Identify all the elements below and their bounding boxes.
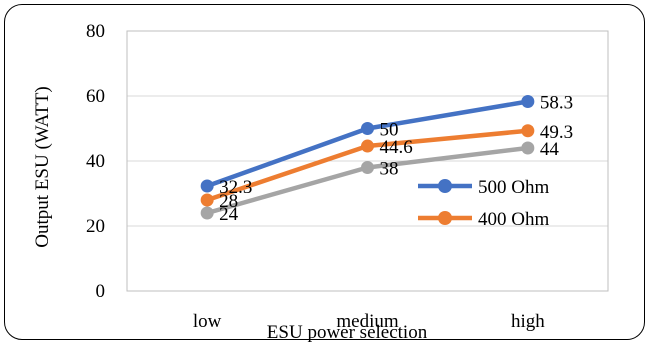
data-label: 49.3 <box>540 122 573 143</box>
legend-entry: 400 Ohm <box>478 209 549 230</box>
data-label: 24 <box>219 204 239 225</box>
axes: 0 20 40 60 80 low medium high <box>86 21 545 332</box>
data-label: 28 <box>219 191 238 212</box>
data-label: 38 <box>380 159 399 180</box>
data-point <box>200 193 214 207</box>
series-layer <box>200 95 535 220</box>
data-point <box>521 95 535 109</box>
data-point <box>200 206 214 220</box>
data-point <box>521 124 535 138</box>
plot-area <box>126 30 609 292</box>
x-tick-label: medium <box>336 311 398 332</box>
data-point <box>521 141 535 155</box>
data-label: 58.3 <box>540 93 573 114</box>
y-tick-label: 0 <box>96 281 106 302</box>
legend-marker <box>438 211 452 225</box>
chart-frame <box>4 4 645 340</box>
data-label: 44 <box>540 139 560 160</box>
data-point <box>361 122 374 135</box>
y-tick-label: 80 <box>86 21 105 42</box>
x-tick-label: high <box>511 311 545 332</box>
y-tick-label: 20 <box>86 216 105 237</box>
data-point <box>361 139 374 153</box>
legend-marker <box>438 179 452 193</box>
data-labels: 32.3 50 58.3 28 44.6 49.3 24 38 44 <box>219 93 573 225</box>
legend-entry: 500 Ohm <box>478 177 549 198</box>
y-tick-label: 40 <box>86 151 105 172</box>
data-label: 32.3 <box>219 177 252 198</box>
data-point <box>200 179 214 193</box>
x-tick-label: low <box>193 311 222 332</box>
y-axis-title: Output ESU (WATT) <box>32 86 53 247</box>
y-tick-label: 60 <box>86 86 105 107</box>
x-axis-title: ESU power selection <box>267 322 428 343</box>
data-label: 44.6 <box>380 137 413 158</box>
data-point <box>361 161 374 174</box>
data-label: 50 <box>380 120 399 141</box>
legend: 500 Ohm 400 Ohm <box>418 177 549 230</box>
